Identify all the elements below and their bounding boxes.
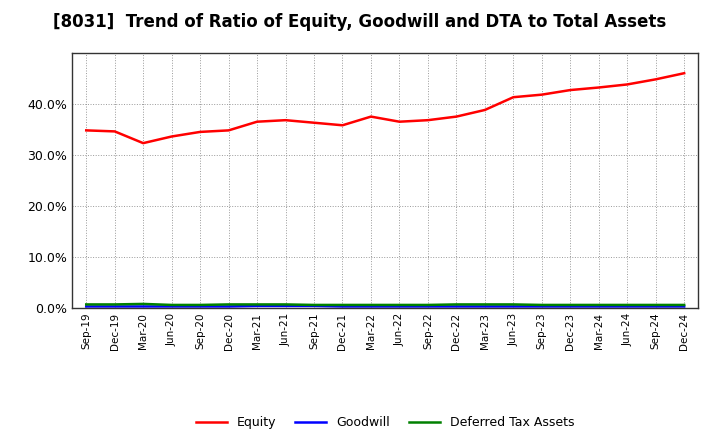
Deferred Tax Assets <box>366 302 375 308</box>
Deferred Tax Assets <box>452 302 461 307</box>
Equity <box>509 95 518 100</box>
Equity <box>338 123 347 128</box>
Deferred Tax Assets <box>652 302 660 308</box>
Deferred Tax Assets <box>82 302 91 307</box>
Equity <box>452 114 461 119</box>
Deferred Tax Assets <box>253 302 261 307</box>
Equity <box>395 119 404 125</box>
Deferred Tax Assets <box>338 302 347 308</box>
Equity <box>139 140 148 146</box>
Goodwill <box>225 304 233 309</box>
Goodwill <box>623 304 631 309</box>
Goodwill <box>196 304 204 309</box>
Equity <box>595 85 603 90</box>
Deferred Tax Assets <box>680 302 688 308</box>
Text: [8031]  Trend of Ratio of Equity, Goodwill and DTA to Total Assets: [8031] Trend of Ratio of Equity, Goodwil… <box>53 13 667 31</box>
Deferred Tax Assets <box>480 302 489 307</box>
Deferred Tax Assets <box>537 302 546 308</box>
Goodwill <box>566 304 575 309</box>
Deferred Tax Assets <box>623 302 631 308</box>
Line: Deferred Tax Assets: Deferred Tax Assets <box>86 304 684 305</box>
Goodwill <box>82 304 91 309</box>
Goodwill <box>452 304 461 309</box>
Goodwill <box>310 303 318 308</box>
Deferred Tax Assets <box>566 302 575 308</box>
Equity <box>167 134 176 139</box>
Goodwill <box>338 304 347 309</box>
Deferred Tax Assets <box>310 302 318 308</box>
Line: Equity: Equity <box>86 73 684 143</box>
Deferred Tax Assets <box>395 302 404 308</box>
Equity <box>282 117 290 123</box>
Goodwill <box>423 304 432 309</box>
Equity <box>110 129 119 134</box>
Deferred Tax Assets <box>139 301 148 307</box>
Equity <box>225 128 233 133</box>
Legend: Equity, Goodwill, Deferred Tax Assets: Equity, Goodwill, Deferred Tax Assets <box>191 411 580 434</box>
Goodwill <box>282 303 290 308</box>
Equity <box>566 88 575 93</box>
Equity <box>196 129 204 135</box>
Goodwill <box>537 304 546 309</box>
Equity <box>310 120 318 125</box>
Goodwill <box>167 304 176 309</box>
Goodwill <box>480 304 489 309</box>
Deferred Tax Assets <box>595 302 603 308</box>
Deferred Tax Assets <box>225 302 233 307</box>
Goodwill <box>253 303 261 308</box>
Equity <box>82 128 91 133</box>
Deferred Tax Assets <box>196 302 204 308</box>
Equity <box>680 70 688 76</box>
Deferred Tax Assets <box>167 302 176 308</box>
Goodwill <box>680 304 688 309</box>
Equity <box>253 119 261 125</box>
Goodwill <box>139 304 148 309</box>
Equity <box>366 114 375 119</box>
Goodwill <box>595 304 603 309</box>
Equity <box>423 117 432 123</box>
Deferred Tax Assets <box>423 302 432 308</box>
Equity <box>480 107 489 113</box>
Goodwill <box>395 304 404 309</box>
Goodwill <box>652 304 660 309</box>
Goodwill <box>366 304 375 309</box>
Deferred Tax Assets <box>110 302 119 307</box>
Equity <box>537 92 546 97</box>
Deferred Tax Assets <box>282 302 290 307</box>
Goodwill <box>509 304 518 309</box>
Line: Goodwill: Goodwill <box>86 306 684 307</box>
Goodwill <box>110 304 119 309</box>
Equity <box>652 77 660 82</box>
Deferred Tax Assets <box>509 302 518 307</box>
Equity <box>623 82 631 87</box>
